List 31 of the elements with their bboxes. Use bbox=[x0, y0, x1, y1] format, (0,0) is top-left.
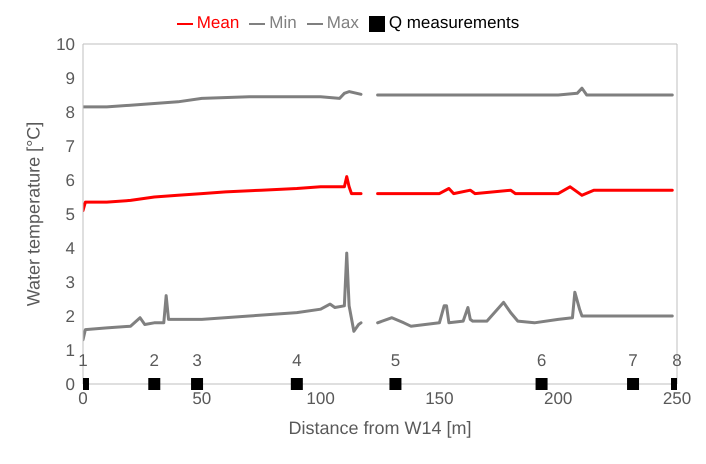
x-tick-label: 50 bbox=[192, 389, 212, 408]
y-tick-label: 2 bbox=[66, 307, 75, 326]
annotation: 1 bbox=[78, 351, 88, 370]
annotation: 8 bbox=[672, 351, 682, 370]
annotation: 7 bbox=[628, 351, 638, 370]
x-tick-label: 150 bbox=[425, 389, 454, 408]
x-tick-label: 250 bbox=[662, 389, 692, 408]
y-tick-label: 3 bbox=[66, 273, 75, 292]
annotation: 2 bbox=[150, 351, 160, 370]
legend-label: Q measurements bbox=[388, 13, 520, 32]
y-tick-label: 0 bbox=[66, 375, 75, 394]
legend-label: Min bbox=[269, 13, 297, 32]
y-tick-label: 4 bbox=[66, 239, 75, 258]
legend-label: Max bbox=[326, 13, 359, 32]
annotation: 3 bbox=[192, 351, 202, 370]
x-tick-label: 100 bbox=[306, 389, 335, 408]
y-tick-label: 10 bbox=[56, 35, 75, 54]
y-axis-title: Water temperature [°C] bbox=[23, 122, 44, 306]
y-tick-label: 7 bbox=[66, 137, 75, 156]
legend-label: Mean bbox=[196, 13, 240, 32]
annotation: 5 bbox=[390, 351, 400, 370]
annotation: 4 bbox=[292, 351, 302, 370]
x-tick-label: 0 bbox=[78, 389, 88, 408]
y-tick-label: 9 bbox=[66, 69, 75, 88]
x-tick-label: 200 bbox=[544, 389, 572, 408]
y-tick-label: 5 bbox=[66, 205, 75, 224]
y-tick-label: 1 bbox=[66, 341, 75, 360]
x-axis-title: Distance from W14 [m] bbox=[288, 418, 472, 438]
y-tick-label: 6 bbox=[66, 171, 75, 190]
y-tick-label: 8 bbox=[66, 103, 75, 122]
annotation: 6 bbox=[536, 351, 546, 370]
